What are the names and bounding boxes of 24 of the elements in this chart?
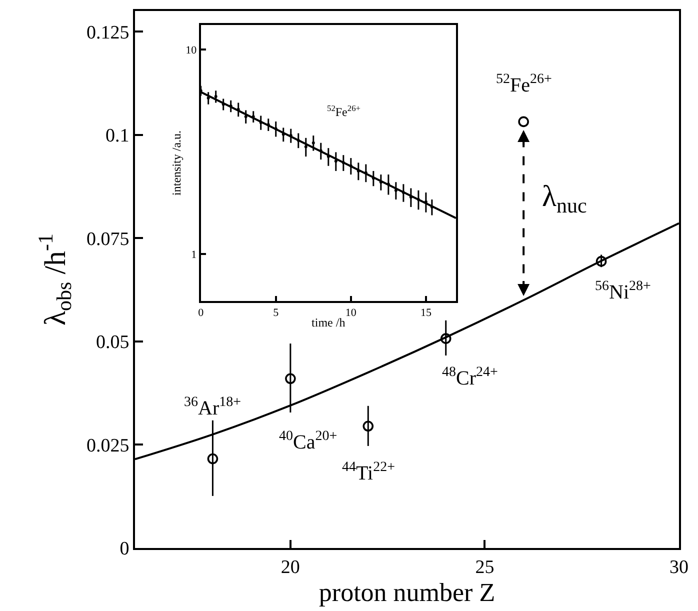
y-tick-label: 0.05 (96, 332, 130, 354)
annotation: λ$_{nuc}$ (542, 180, 587, 218)
y-axis-title: intensity /a.u. (169, 130, 184, 196)
annotation: $^{56}$Ni$^{28+}$ (595, 279, 651, 304)
annotation: $^{44}$Ti$^{22+}$ (342, 460, 396, 484)
annotation: $^{48}$Cr$^{24+}$ (442, 365, 498, 390)
y-tick-label: 1 (191, 248, 197, 261)
annotation: $^{40}$Ca$^{20+}$ (279, 429, 338, 454)
y-tick-label: 0.075 (86, 228, 130, 250)
x-tick-label: 10 (345, 307, 357, 320)
x-tick-label: 20 (280, 556, 300, 578)
annotation: $^{36}$Ar$^{18+}$ (184, 395, 242, 420)
y-tick-label: 0.025 (86, 435, 130, 456)
annotation: $^{52}$Fe$^{26+}$ (496, 72, 552, 96)
x-axis-title: proton number Z (318, 578, 496, 607)
y-tick-label: 0.1 (105, 126, 130, 147)
y-tick-label: 0 (120, 538, 130, 560)
x-tick-label: 5 (273, 307, 280, 320)
x-tick-label: 15 (420, 307, 432, 320)
x-tick-label: 30 (670, 556, 688, 578)
x-axis-title: time /h (312, 316, 346, 330)
y-tick-label: 0.125 (86, 22, 130, 44)
x-tick-label: 25 (475, 556, 494, 578)
annotation: $^{52}$Fe$^{26+}$ (327, 104, 361, 120)
